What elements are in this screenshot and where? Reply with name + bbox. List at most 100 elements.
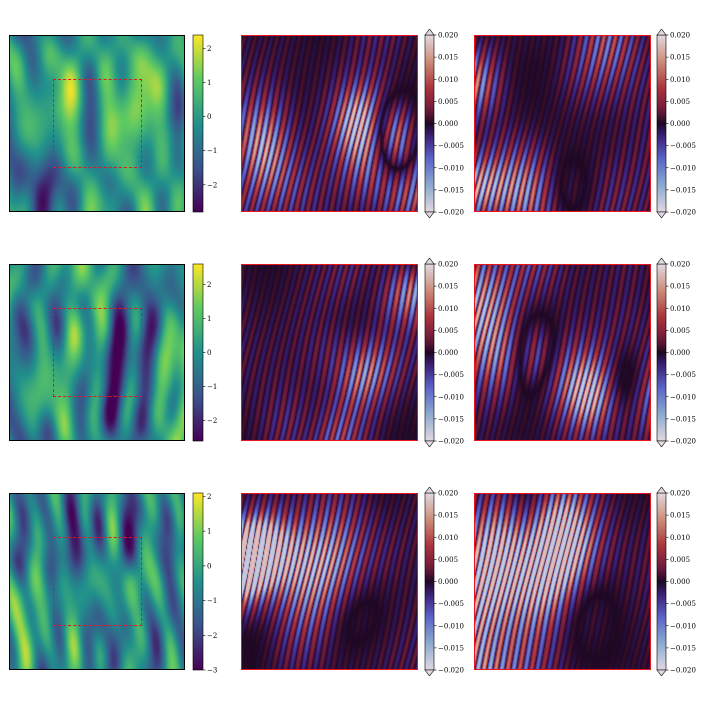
colorbar-tick-label: −0.010 [438,393,464,401]
colorbar-tick-label: 0.000 [670,578,690,586]
heatmap-panel [474,264,651,441]
colorbar-extend-bottom [656,211,667,218]
heatmap-frame [474,35,651,212]
heatmap-frame [9,35,185,212]
colorbar-extend-top [424,487,435,494]
colorbar-tick-label: −0.015 [670,644,696,652]
heatmap-panel [474,493,651,670]
colorbar-tick-label: −0.015 [670,415,696,423]
colorbar-gradient [424,492,435,671]
colorbar-tick-label: 0.010 [670,76,690,84]
colorbar-gradient [424,263,435,442]
heatmap-image [241,493,418,670]
colorbar-tick-label: −0.020 [438,667,464,675]
colorbar-tick-label: −0.005 [670,600,696,608]
colorbar-tick-label: 0.020 [670,32,690,40]
colorbar-tick-label: −2 [207,181,217,189]
colorbar-tick-label: −0.010 [670,622,696,630]
colorbar-tick-label: 0.020 [438,490,458,498]
colorbar: 0.020 0.015 0.010 0.005 0.000 −0.005 −0.010 −0.… [424,29,464,218]
heatmap-frame [474,493,651,670]
colorbar-extend-bottom [424,440,435,447]
colorbar-extend-bottom [424,669,435,676]
colorbar-tick-label: 0 [207,113,211,121]
colorbar-tick-label: 0.000 [438,349,458,357]
colorbar-tick-label: 0.020 [438,261,458,269]
crop-region-box [53,308,142,397]
colorbar-tick-label: 0.005 [438,556,458,564]
colorbar-tick-label: −0.015 [438,644,464,652]
colorbar-tick-label: 0.005 [438,327,458,335]
colorbar-tick-label: −0.020 [438,438,464,446]
heatmap-frame [241,264,418,441]
colorbar-tick-label: −0.010 [438,164,464,172]
colorbar-tick-label: 0.015 [438,283,458,291]
colorbar-tick-label: 0.010 [438,305,458,313]
colorbar-tick-label: −0.005 [438,600,464,608]
heatmap-frame [474,264,651,441]
colorbar-tick-label: 0.015 [670,283,690,291]
heatmap-frame [9,264,185,441]
colorbar-tick-label: 0.010 [670,305,690,313]
colorbar-tick-label: 0 [207,349,211,357]
heatmap-frame [9,493,185,670]
colorbar-tick-label: 0.005 [670,327,690,335]
colorbar-tick-label: 1 [207,528,211,536]
colorbar: 0.020 0.015 0.010 0.005 0.000 −0.005 −0.010 −0.… [424,487,464,676]
colorbar-tick-label: −0.020 [670,209,696,217]
colorbar: 2 1 0 −1 −2 −3 [192,492,217,675]
colorbar: 2 1 0 −1 −2 [192,263,217,442]
colorbar-tick-label: 0 [207,562,211,570]
heatmap-frame [241,35,418,212]
heatmap-panel [9,264,185,441]
colorbar-tick-label: −0.015 [438,186,464,194]
colorbar-tick-label: 0.020 [670,490,690,498]
colorbar-extend-top [424,29,435,36]
colorbar-tick-label: −0.005 [438,142,464,150]
colorbar-tick-label: −0.005 [670,142,696,150]
colorbar-extend-bottom [656,669,667,676]
colorbar-gradient [192,34,204,213]
heatmap-frame [241,493,418,670]
colorbar-tick-label: −0.015 [670,186,696,194]
colorbar-extend-top [656,258,667,265]
colorbar: 0.020 0.015 0.010 0.005 0.000 −0.005 −0.010 −0.… [656,258,696,447]
heatmap-image [474,35,651,212]
colorbar-tick-label: 2 [207,493,211,501]
heatmap-image [241,264,418,441]
heatmap-panel [9,35,185,212]
colorbar: 2 1 0 −1 −2 [192,34,217,213]
colorbar-tick-label: 0.010 [438,76,458,84]
colorbar-tick-label: 0.015 [438,512,458,520]
colorbar-tick-label: −0.010 [438,622,464,630]
colorbar-tick-label: 0.015 [670,512,690,520]
heatmap-panel [241,264,418,441]
colorbar-gradient [424,34,435,213]
colorbar-gradient [656,34,667,213]
colorbar-tick-label: −0.010 [670,164,696,172]
colorbar-tick-label: 0.015 [438,54,458,62]
colorbar-tick-label: 0.000 [670,120,690,128]
heatmap-image [9,35,185,212]
colorbar-tick-label: 0.005 [438,98,458,106]
heatmap-panel [9,493,185,670]
heatmap-image [474,264,651,441]
colorbar-gradient [192,492,204,671]
colorbar-tick-label: 0.015 [670,54,690,62]
colorbar-extend-top [424,258,435,265]
heatmap-image [474,493,651,670]
colorbar-tick-label: 0.000 [438,578,458,586]
colorbar: 0.020 0.015 0.010 0.005 0.000 −0.005 −0.010 −0.… [424,258,464,447]
colorbar-tick-label: 0.000 [670,349,690,357]
heatmap-panel [241,35,418,212]
heatmap-image [9,264,185,441]
heatmap-image [241,35,418,212]
colorbar-gradient [192,263,204,442]
colorbar-tick-label: 0.020 [670,261,690,269]
colorbar-tick-label: −2 [207,417,217,425]
heatmap-panel [474,35,651,212]
heatmap-image [9,493,185,670]
colorbar-extend-top [656,487,667,494]
colorbar-tick-label: 1 [207,315,211,323]
colorbar-extend-top [656,29,667,36]
